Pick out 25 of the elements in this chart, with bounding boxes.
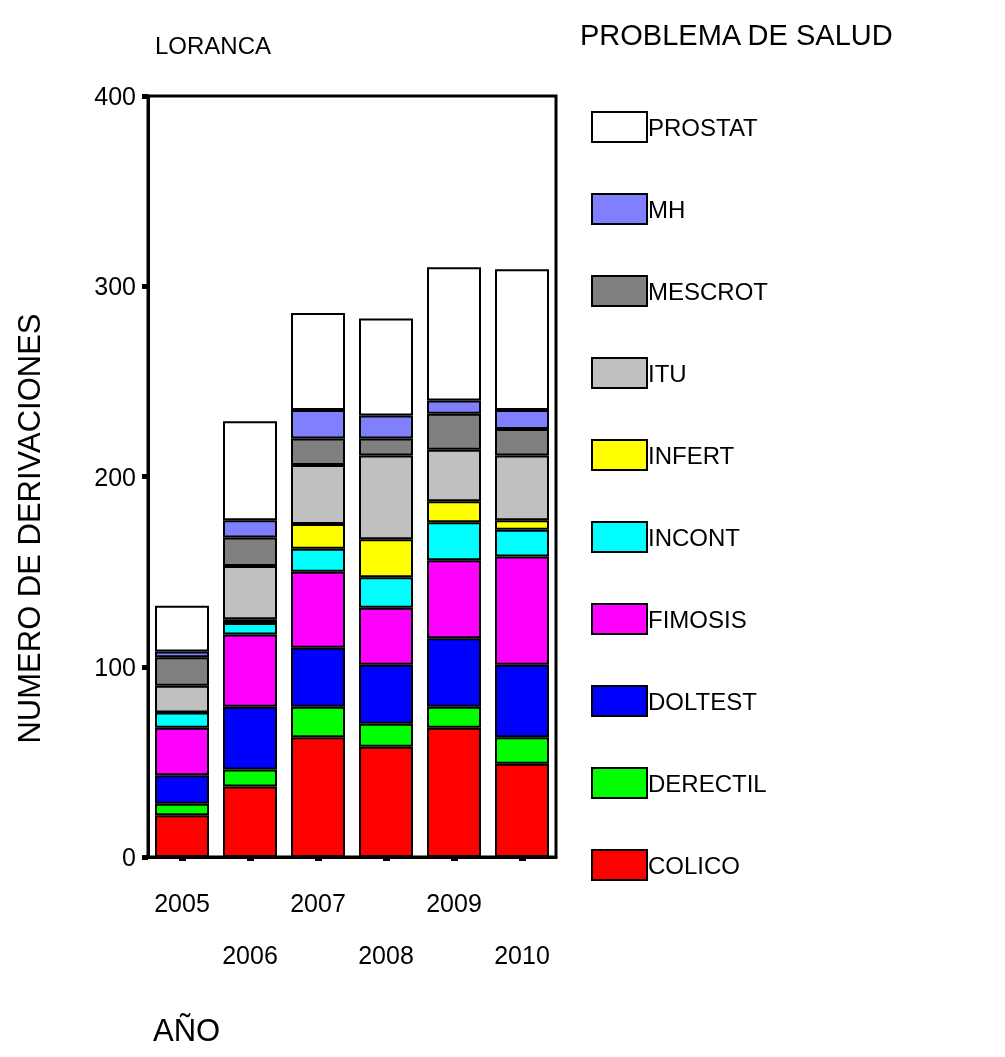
- y-axis-title: NUMERO DE DERIVACIONES: [12, 313, 47, 744]
- y-tick-label: 200: [94, 462, 136, 491]
- x-tick-label: 2008: [358, 941, 414, 969]
- legend-label: INFERT: [648, 441, 735, 469]
- legend-label: DOLTEST: [648, 687, 758, 715]
- legend-title: PROBLEMA DE SALUD: [580, 18, 893, 51]
- x-tick-label: 2009: [426, 889, 482, 917]
- y-tick-label: 100: [94, 652, 136, 681]
- y-tick-label: 0: [122, 843, 136, 871]
- x-axis-title: AÑO: [153, 1013, 221, 1048]
- x-tick-label: 2005: [154, 889, 210, 917]
- x-tick-label: 2007: [290, 889, 346, 917]
- x-tick-label: 2010: [494, 941, 550, 969]
- legend-label: INCONT: [648, 523, 741, 551]
- chart-title: LORANCA: [155, 31, 272, 59]
- legend-label: MESCROT: [648, 277, 769, 305]
- x-tick-label: 2006: [222, 941, 278, 969]
- legend-label: MH: [648, 195, 686, 223]
- legend-label: PROSTAT: [648, 113, 759, 141]
- legend-label: FIMOSIS: [648, 605, 747, 633]
- y-tick-label: 300: [94, 272, 136, 301]
- legend-label: DERECTIL: [648, 769, 767, 797]
- y-tick-label: 400: [94, 82, 136, 110]
- legend-label: COLICO: [648, 851, 741, 879]
- legend-label: ITU: [648, 359, 687, 387]
